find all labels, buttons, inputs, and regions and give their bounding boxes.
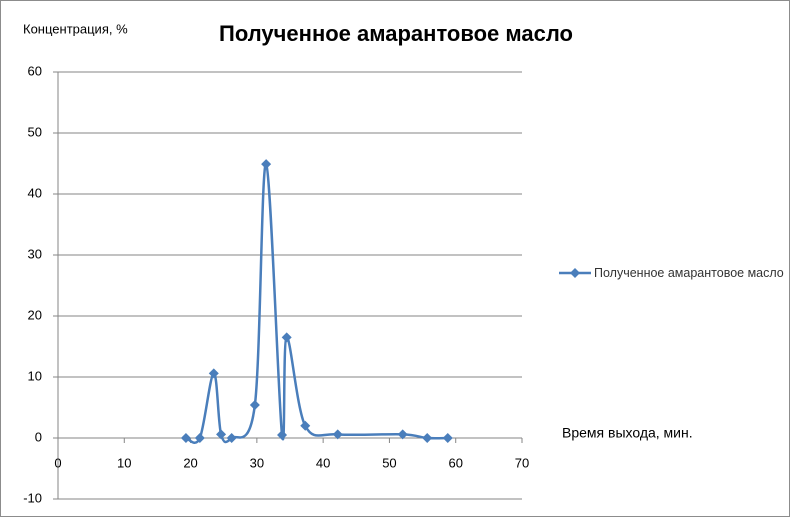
data-point [180,433,191,443]
y-tick-label: -10 [23,490,42,505]
x-tick-label: 50 [382,455,396,470]
data-point [397,429,408,440]
data-point [216,429,227,440]
data-point [261,159,272,170]
data-point [422,433,433,443]
x-tick-label: 20 [183,455,197,470]
x-tick-label: 60 [448,455,462,470]
y-tick-label: 50 [28,124,42,139]
x-tick-label: 40 [316,455,330,470]
series-line [185,162,448,444]
x-tick-label: 30 [250,455,264,470]
data-point [194,433,205,443]
x-tick-label: 10 [117,455,131,470]
data-point [281,332,292,343]
y-tick-label: 10 [28,368,42,383]
y-tick-label: 20 [28,307,42,322]
y-tick-label: 40 [28,185,42,200]
legend-label: Полученное амарантовое масло [594,266,784,280]
x-tick-label: 70 [515,455,529,470]
x-axis-label: Время выхода, мин. [562,425,693,441]
data-point [249,400,260,411]
data-point [277,429,288,440]
data-point [442,433,453,443]
y-axis-label: Концентрация, % [23,21,128,36]
y-tick-label: 30 [28,246,42,261]
data-point [300,420,311,431]
data-point [332,429,343,440]
data-point [208,368,219,379]
y-tick-label: 60 [28,63,42,78]
y-tick-label: 0 [35,429,42,444]
x-tick-label: 0 [54,455,61,470]
data-point [226,433,237,443]
legend-marker [570,268,580,278]
chart-title: Полученное амарантовое масло [219,21,573,46]
